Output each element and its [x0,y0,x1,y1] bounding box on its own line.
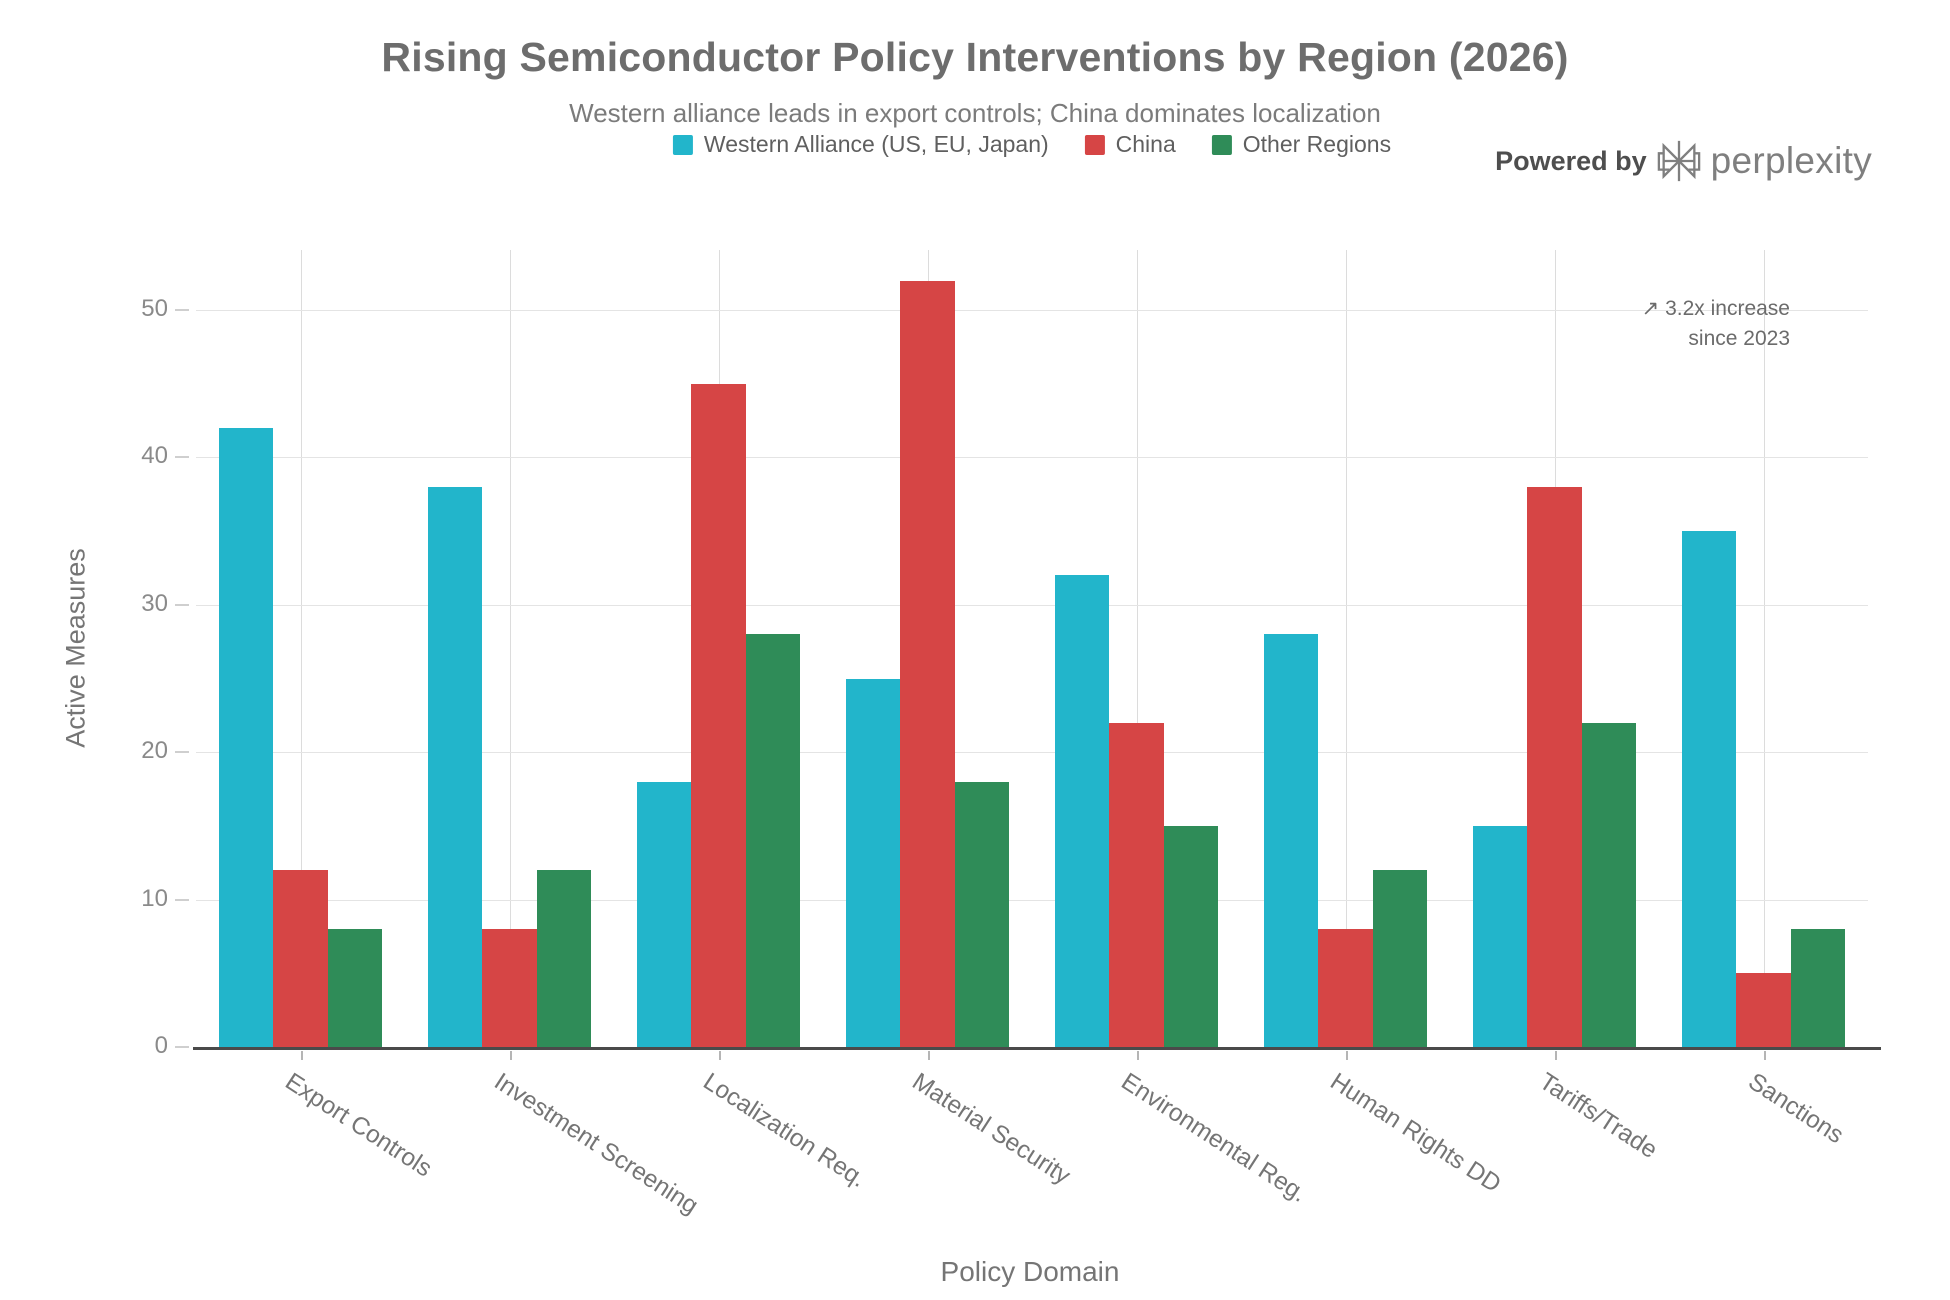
x-tick-label: Sanctions [1742,1068,1848,1150]
chart-subtitle: Western alliance leads in export control… [569,98,1381,128]
x-tick-mark [1763,1051,1766,1060]
x-tick-mark [927,1051,930,1060]
annotation-line2: since 2023 [1688,327,1790,351]
powered-by: Powered by perplexity [1495,138,1872,184]
x-tick-mark [509,1051,512,1060]
perplexity-wordmark: perplexity [1710,140,1872,181]
horizontal-gridline [196,604,1868,606]
x-tick-label: Environmental Reg. [1115,1068,1311,1208]
bar-western-alliance-us-eu-japan-localization-req [636,781,692,1047]
legend-swatch-western-alliance-us-eu-japan [672,134,693,155]
horizontal-gridline [196,457,1868,459]
bar-other-regions-sanctions [1790,929,1846,1047]
y-tick-label: 10 [141,884,168,912]
bar-other-regions-material-security [954,781,1010,1047]
y-tick-mark [175,1046,189,1048]
legend-swatch-china [1084,134,1105,155]
perplexity-logo-icon [1657,140,1700,182]
chart-title: Rising Semiconductor Policy Intervention… [381,34,1569,80]
y-tick-label: 40 [141,442,168,470]
bar-western-alliance-us-eu-japan-environmental-reg [1054,575,1110,1047]
bar-china-export-controls [273,870,328,1047]
vertical-gridline [1136,250,1138,1047]
bar-western-alliance-us-eu-japan-investment-screening [427,486,483,1047]
vertical-gridline [300,250,302,1047]
bar-other-regions-environmental-reg [1163,825,1219,1047]
bar-china-localization-req [691,383,746,1047]
legend-label: China [1115,131,1176,157]
legend-item-other-regions: Other Regions [1211,131,1392,158]
x-axis-title: Policy Domain [940,1256,1120,1287]
x-tick-label: Investment Screening [488,1068,703,1220]
bar-other-regions-investment-screening [536,870,592,1047]
horizontal-gridline [196,310,1868,311]
vertical-gridline [1763,250,1765,1047]
x-tick-label: Human Rights DD [1324,1068,1506,1199]
bar-western-alliance-us-eu-japan-human-rights-dd [1263,634,1319,1047]
bar-other-regions-human-rights-dd [1372,870,1428,1047]
y-tick-label: 30 [141,589,168,617]
bar-china-sanctions [1736,973,1791,1047]
x-tick-mark [718,1051,721,1060]
x-tick-label: Export Controls [279,1068,437,1183]
bar-china-environmental-reg [1109,722,1164,1047]
bar-western-alliance-us-eu-japan-material-security [845,678,901,1047]
y-tick-label: 20 [141,737,168,765]
bar-china-investment-screening [482,929,537,1047]
y-tick-mark [175,898,189,901]
bar-western-alliance-us-eu-japan-export-controls [218,427,274,1047]
legend-item-china: China [1084,131,1176,158]
x-tick-label: Material Security [906,1068,1075,1191]
vertical-gridline [1345,250,1347,1047]
legend-label: Other Regions [1242,131,1392,157]
x-axis-line [193,1047,1881,1050]
legend-item-western-alliance-us-eu-japan: Western Alliance (US, EU, Japan) [672,131,1049,158]
bar-china-material-security [900,280,955,1047]
bar-western-alliance-us-eu-japan-sanctions [1681,531,1737,1047]
horizontal-gridline [196,752,1868,754]
y-tick-mark [175,309,189,311]
horizontal-gridline [196,899,1868,901]
x-tick-mark [1554,1051,1557,1060]
vertical-gridline [509,250,511,1047]
x-tick-label: Tariffs/Trade [1533,1068,1662,1165]
x-tick-mark [1136,1051,1139,1060]
legend-swatch-other-regions [1211,134,1232,155]
bar-other-regions-localization-req [745,634,801,1047]
y-tick-mark [175,456,189,459]
y-tick-label: 50 [141,295,168,322]
annotation-increase: ↗ 3.2x increase since 2023 [1642,294,1790,355]
bar-china-tariffs-trade [1527,486,1582,1047]
annotation-line1: ↗ 3.2x increase [1641,297,1790,320]
y-tick-mark [175,603,189,606]
bar-china-human-rights-dd [1318,929,1373,1047]
legend: Western Alliance (US, EU, Japan) China Oth… [672,131,1392,158]
y-tick-mark [175,751,189,754]
powered-by-label: Powered by [1495,145,1647,176]
y-tick-label: 0 [154,1032,168,1059]
bar-other-regions-tariffs-trade [1581,722,1637,1047]
y-axis-title: Active Measures [60,548,91,748]
bar-other-regions-export-controls [327,929,383,1047]
x-tick-label: Localization Req. [697,1068,871,1194]
legend-label: Western Alliance (US, EU, Japan) [703,131,1049,157]
x-tick-mark [1345,1051,1348,1060]
x-tick-mark [300,1051,303,1060]
bar-western-alliance-us-eu-japan-tariffs-trade [1472,825,1528,1047]
